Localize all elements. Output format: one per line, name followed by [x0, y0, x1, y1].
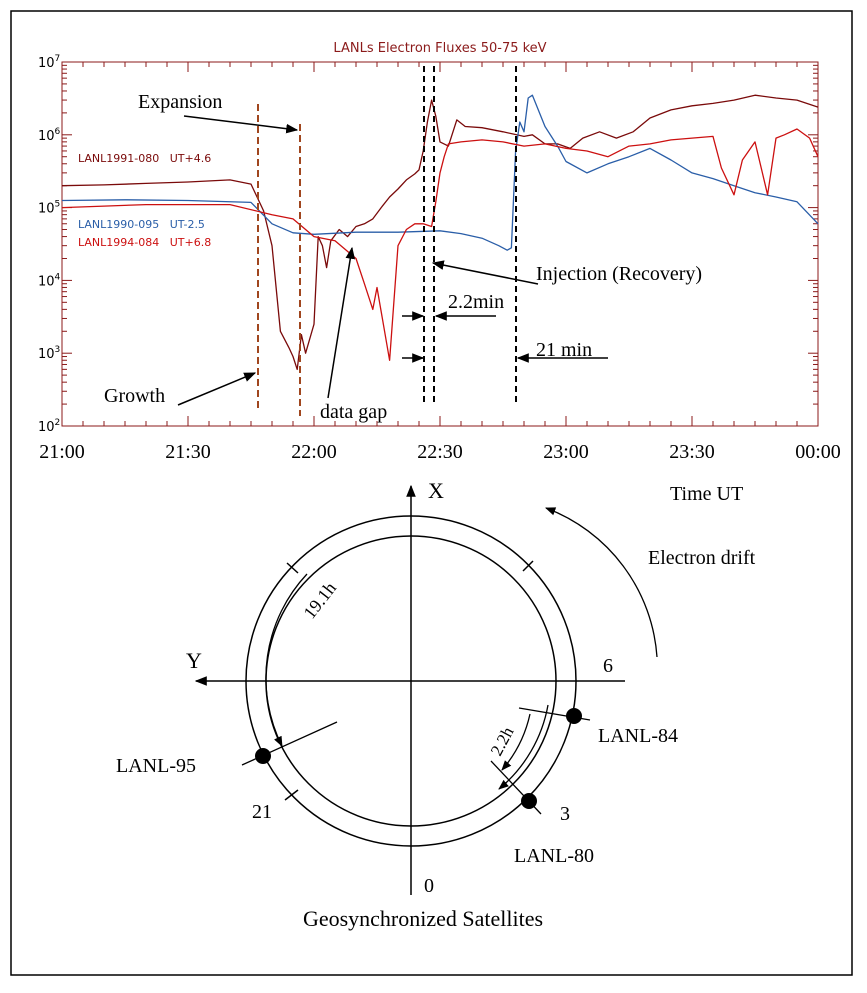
x-axis: 21:00 21:30 22:00 22:30 23:00 23:30 00:00 — [39, 62, 841, 463]
series-line-lanl1991-080 — [61, 94, 819, 371]
tick-upper-left — [286, 562, 299, 574]
hour-3-label: 3 — [560, 803, 570, 825]
tick-upper-right — [522, 560, 534, 572]
chart-title: LANLs Electron Fluxes 50-75 keV — [333, 41, 546, 56]
outer-frame — [10, 10, 853, 976]
arc-19-1h-label: 19.1h — [299, 578, 340, 622]
y-tick-label: 104 — [38, 272, 61, 289]
lanl-80-label: LANL-80 — [514, 845, 594, 867]
expansion-arrow — [183, 115, 299, 134]
diagram-x-label: X — [428, 478, 444, 503]
x-tick-label: 23:00 — [543, 441, 589, 463]
x-tick-label: 21:00 — [39, 441, 85, 463]
flux-chart: LANLs Electron Fluxes 50-75 keV 102 103 10… — [38, 41, 841, 505]
hour-21-label: 21 — [252, 801, 272, 823]
y-tick-label: 103 — [38, 345, 60, 362]
diagram-caption: Geosynchronized Satellites — [303, 906, 543, 931]
delay-long-label: 21 min — [536, 339, 592, 361]
arc-2-2h-label: 2.2h — [487, 723, 518, 759]
hour-6-label: 6 — [603, 655, 613, 677]
x-axis-label: Time UT — [670, 483, 743, 505]
lanl-84-label: LANL-84 — [598, 725, 678, 747]
growth-arrow — [177, 372, 257, 406]
lanl-84-satellite-icon — [566, 708, 582, 724]
growth-label: Growth — [104, 385, 165, 407]
diagram-y-label: Y — [186, 648, 202, 673]
legend-series-80: LANL1991-080 UT+4.6 — [78, 152, 211, 165]
arc-2-2h-arrow-2 — [501, 713, 531, 771]
injection-label: Injection (Recovery) — [536, 263, 702, 285]
arc-19-1h-arrow — [265, 573, 308, 747]
electron-drift-label: Electron drift — [648, 547, 756, 569]
y-tick-label: 107 — [38, 54, 60, 71]
x-tick-label: 22:00 — [291, 441, 337, 463]
series-lines — [61, 94, 819, 371]
data-gap-label: data gap — [320, 401, 387, 423]
x-tick-label: 22:30 — [417, 441, 463, 463]
injection-arrow — [431, 260, 539, 285]
expansion-label: Expansion — [138, 91, 222, 113]
x-tick-label: 23:30 — [669, 441, 715, 463]
legend-series-84: LANL1994-084 UT+6.8 — [78, 236, 211, 249]
x-tick-label: 00:00 — [795, 441, 841, 463]
orbit-diagram: X Y 6 0 3 21 19.1h 2.2h Electron drift L… — [116, 478, 756, 931]
lanl-80-satellite-icon — [521, 793, 537, 809]
y-tick-label: 102 — [38, 418, 60, 435]
hour-0-label: 0 — [424, 875, 434, 897]
lanl-95-label: LANL-95 — [116, 755, 196, 777]
series-line-lanl1990-095 — [61, 94, 819, 251]
lanl-95-satellite-icon — [255, 748, 271, 764]
x-tick-label: 21:30 — [165, 441, 211, 463]
arc-2-2h-arrow-1 — [498, 704, 549, 790]
legend-series-95: LANL1990-095 UT-2.5 — [78, 218, 205, 231]
series-line-lanl1994-084 — [61, 128, 819, 361]
y-tick-label: 106 — [38, 127, 61, 144]
delay-short-label: 2.2min — [448, 291, 504, 313]
electron-drift-arrow — [545, 507, 658, 658]
outer-orbit — [245, 515, 577, 847]
y-tick-label: 105 — [38, 200, 60, 217]
data-gap-arrow — [327, 246, 356, 399]
tick-lower-left — [284, 789, 299, 801]
